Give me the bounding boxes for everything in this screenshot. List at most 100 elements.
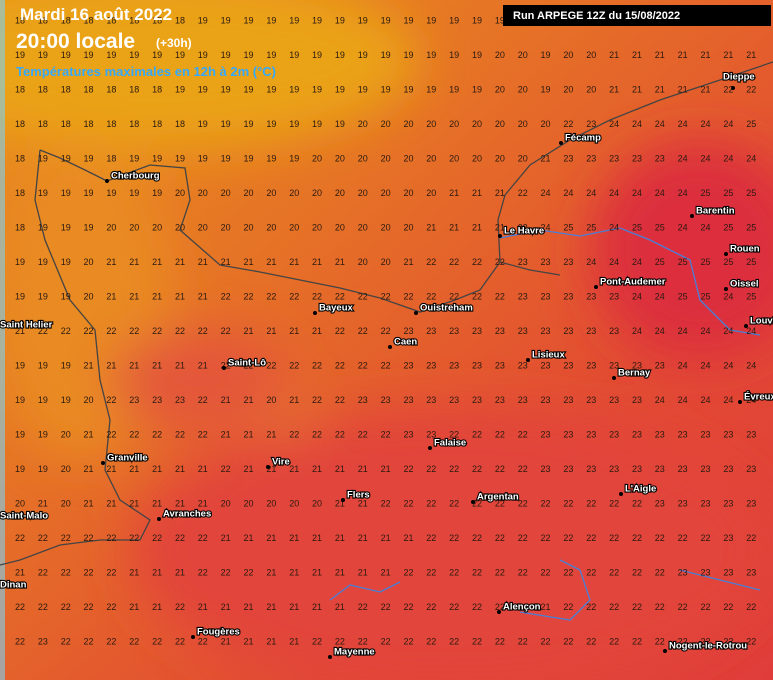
grid-value: 22: [358, 602, 368, 612]
grid-value: 22: [426, 567, 436, 577]
grid-value: 22: [426, 291, 436, 301]
grid-value: 20: [495, 50, 505, 60]
grid-value: 21: [106, 464, 116, 474]
grid-value: 19: [38, 153, 48, 163]
grid-value: 21: [381, 533, 391, 543]
grid-value: 22: [198, 636, 208, 646]
grid-value: 23: [541, 326, 551, 336]
grid-value: 24: [541, 188, 551, 198]
city-label: Falaise: [434, 438, 466, 449]
grid-value: 22: [129, 326, 139, 336]
grid-value: 22: [495, 257, 505, 267]
grid-value: 23: [449, 395, 459, 405]
grid-value: 22: [700, 602, 710, 612]
grid-value: 22: [563, 498, 573, 508]
grid-value: 19: [243, 15, 253, 25]
grid-value: 22: [381, 602, 391, 612]
grid-value: 19: [152, 188, 162, 198]
city-dot: [559, 141, 563, 145]
city-label: Le Havre: [504, 226, 544, 237]
grid-value: 25: [700, 291, 710, 301]
grid-value: 23: [609, 326, 619, 336]
grid-value: 24: [678, 119, 688, 129]
grid-value: 22: [84, 602, 94, 612]
grid-value: 23: [655, 429, 665, 439]
grid-value: 21: [152, 464, 162, 474]
grid-value: 20: [312, 188, 322, 198]
grid-value: 18: [84, 84, 94, 94]
grid-value: 23: [518, 291, 528, 301]
grid-value: 19: [38, 395, 48, 405]
grid-value: 19: [289, 84, 299, 94]
grid-value: 21: [289, 636, 299, 646]
grid-value: 22: [541, 567, 551, 577]
grid-value: 22: [129, 429, 139, 439]
grid-value: 19: [15, 395, 25, 405]
grid-value: 21: [266, 464, 276, 474]
grid-value: 22: [609, 636, 619, 646]
grid-value: 23: [426, 395, 436, 405]
grid-value: 20: [289, 222, 299, 232]
grid-value: 21: [289, 257, 299, 267]
grid-value: 20: [61, 429, 71, 439]
grid-value: 19: [152, 153, 162, 163]
grid-value: 21: [129, 602, 139, 612]
grid-value: 22: [84, 326, 94, 336]
grid-value: 23: [655, 464, 665, 474]
grid-value: 23: [426, 360, 436, 370]
grid-value: 22: [495, 567, 505, 577]
grid-value: 23: [541, 429, 551, 439]
grid-value: 19: [289, 15, 299, 25]
grid-value: 23: [563, 153, 573, 163]
grid-value: 25: [746, 222, 756, 232]
grid-value: 20: [266, 498, 276, 508]
grid-value: 25: [586, 222, 596, 232]
grid-value: 22: [495, 636, 505, 646]
grid-value: 23: [403, 395, 413, 405]
city-label: Évreux: [744, 392, 773, 403]
grid-value: 21: [312, 567, 322, 577]
grid-value: 22: [746, 636, 756, 646]
grid-value: 21: [129, 360, 139, 370]
grid-value: 19: [472, 15, 482, 25]
grid-value: 24: [678, 395, 688, 405]
grid-value: 22: [541, 636, 551, 646]
lead-time: (+30h): [156, 36, 192, 50]
grid-value: 21: [152, 257, 162, 267]
grid-value: 19: [335, 50, 345, 60]
grid-value: 20: [495, 153, 505, 163]
grid-value: 21: [129, 464, 139, 474]
grid-value: 23: [609, 429, 619, 439]
grid-value: 24: [746, 153, 756, 163]
grid-value: 19: [61, 291, 71, 301]
grid-value: 22: [129, 533, 139, 543]
grid-value: 21: [381, 464, 391, 474]
grid-value: 21: [266, 533, 276, 543]
grid-value: 21: [175, 498, 185, 508]
grid-value: 22: [449, 498, 459, 508]
grid-value: 19: [266, 153, 276, 163]
grid-value: 22: [746, 602, 756, 612]
grid-value: 22: [678, 636, 688, 646]
grid-value: 22: [586, 567, 596, 577]
grid-value: 19: [221, 153, 231, 163]
grid-value: 19: [175, 50, 185, 60]
grid-value: 23: [586, 464, 596, 474]
grid-value: 19: [266, 119, 276, 129]
grid-value: 22: [518, 429, 528, 439]
grid-value: 21: [335, 257, 345, 267]
grid-value: 22: [403, 291, 413, 301]
grid-value: 24: [586, 188, 596, 198]
grid-value: 22: [746, 533, 756, 543]
grid-value: 23: [723, 429, 733, 439]
grid-value: 21: [358, 498, 368, 508]
grid-value: 22: [449, 567, 459, 577]
grid-value: 22: [84, 533, 94, 543]
grid-value: 22: [541, 533, 551, 543]
grid-value: 24: [563, 188, 573, 198]
grid-value: 21: [403, 533, 413, 543]
city-dot: [497, 610, 501, 614]
grid-value: 19: [38, 291, 48, 301]
grid-value: 23: [541, 360, 551, 370]
